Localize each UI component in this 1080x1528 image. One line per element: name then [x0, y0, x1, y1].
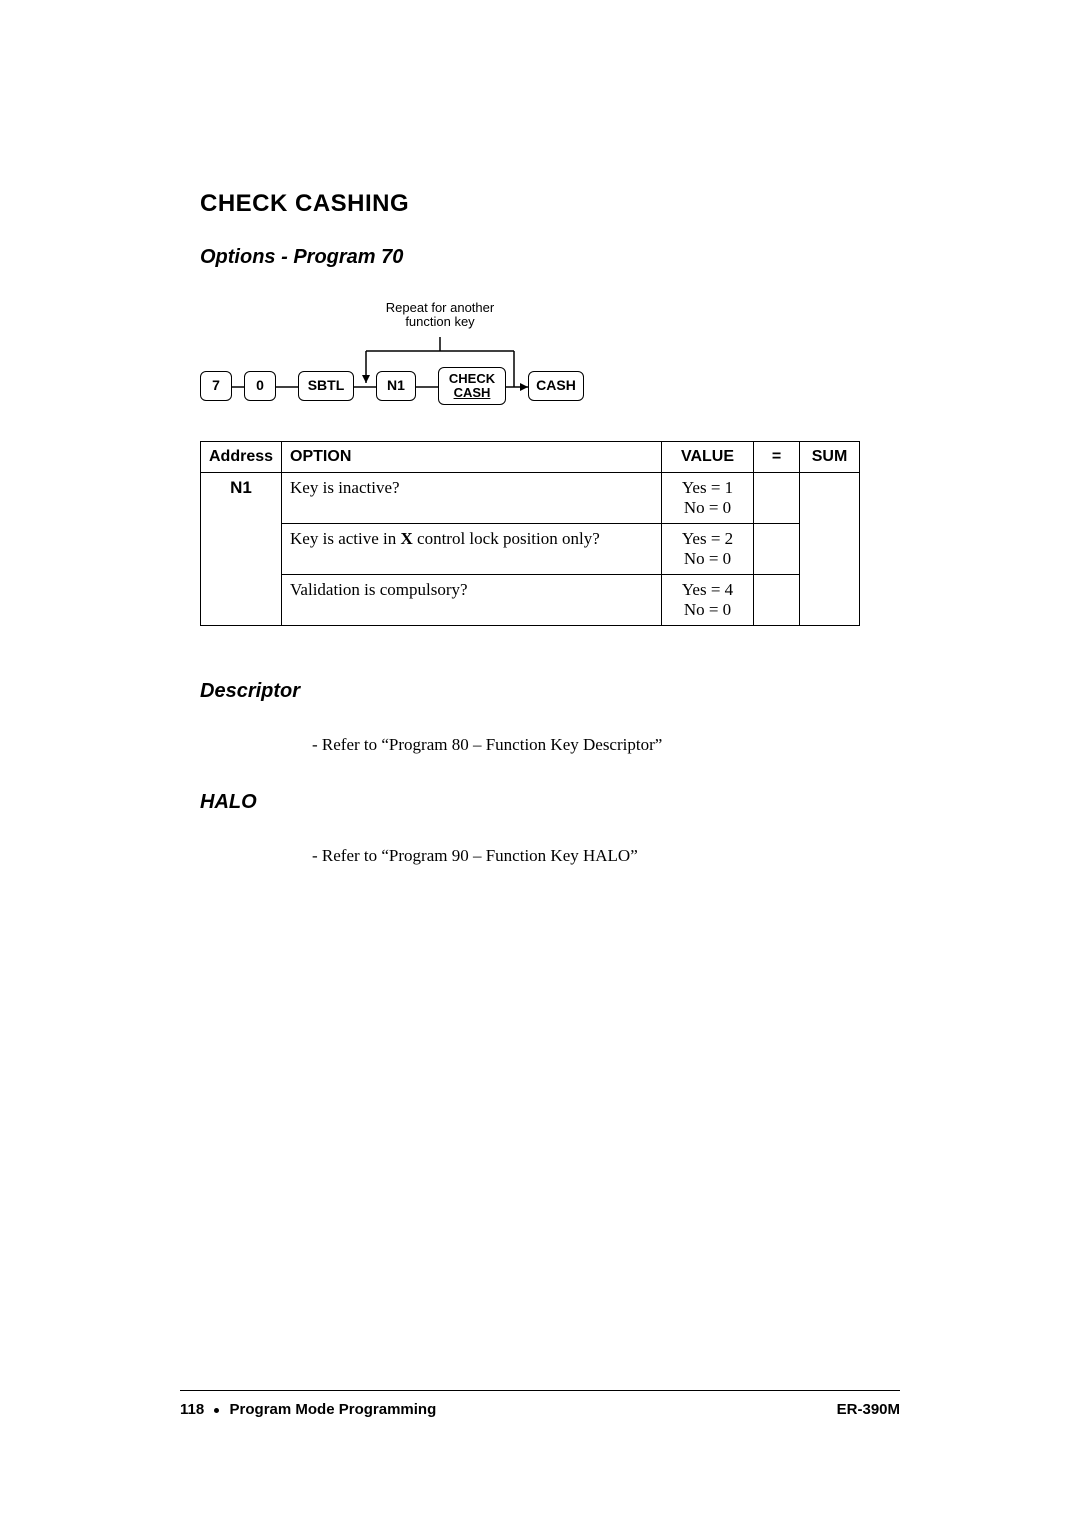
key-7-label: 7: [212, 378, 220, 393]
cell-eq: [754, 524, 800, 575]
cell-eq: [754, 473, 800, 524]
footer-left: 118 Program Mode Programming: [180, 1401, 436, 1418]
options-subtitle: Options - Program 70: [200, 246, 900, 269]
page-title: CHECK CASHING: [200, 190, 900, 218]
key-0: 0: [244, 371, 276, 401]
key-sequence-diagram: Repeat for another function key 7 0: [200, 301, 900, 421]
th-eq: =: [754, 442, 800, 473]
cell-value: Yes = 4 No = 0: [662, 575, 754, 626]
key-n1-label: N1: [387, 378, 405, 393]
key-sbtl-label: SBTL: [308, 378, 345, 393]
th-option: OPTION: [282, 442, 662, 473]
footer-rule: [180, 1390, 900, 1391]
descriptor-heading: Descriptor: [200, 680, 900, 703]
key-cash: CASH: [528, 371, 584, 401]
th-sum: SUM: [800, 442, 860, 473]
cell-sum: [800, 473, 860, 626]
cell-eq: [754, 575, 800, 626]
descriptor-text: - Refer to “Program 80 – Function Key De…: [312, 735, 900, 755]
cell-option: Key is inactive?: [282, 473, 662, 524]
table-row: N1 Key is inactive? Yes = 1 No = 0: [201, 473, 860, 524]
footer-section: Program Mode Programming: [230, 1401, 437, 1418]
th-address: Address: [201, 442, 282, 473]
bullet-icon: [214, 1408, 219, 1413]
cell-value: Yes = 1 No = 0: [662, 473, 754, 524]
key-check-cash: CHECK CASH: [438, 367, 506, 405]
footer-model: ER-390M: [837, 1401, 900, 1418]
key-check-cash-label: CHECK CASH: [449, 372, 495, 401]
key-7: 7: [200, 371, 232, 401]
key-0-label: 0: [256, 378, 264, 393]
cell-address: N1: [201, 473, 282, 626]
table-header-row: Address OPTION VALUE = SUM: [201, 442, 860, 473]
options-table: Address OPTION VALUE = SUM N1 Key is ina…: [200, 441, 860, 626]
key-n1: N1: [376, 371, 416, 401]
cell-option: Validation is compulsory?: [282, 575, 662, 626]
cell-value: Yes = 2 No = 0: [662, 524, 754, 575]
footer-page-number: 118: [180, 1401, 204, 1418]
th-value: VALUE: [662, 442, 754, 473]
key-sbtl: SBTL: [298, 371, 354, 401]
halo-heading: HALO: [200, 791, 900, 814]
cell-option: Key is active in X control lock position…: [282, 524, 662, 575]
page-footer: 118 Program Mode Programming ER-390M: [180, 1390, 900, 1418]
key-cash-label: CASH: [536, 378, 576, 393]
table-row: Key is active in X control lock position…: [201, 524, 860, 575]
table-row: Validation is compulsory? Yes = 4 No = 0: [201, 575, 860, 626]
halo-text: - Refer to “Program 90 – Function Key HA…: [312, 846, 900, 866]
